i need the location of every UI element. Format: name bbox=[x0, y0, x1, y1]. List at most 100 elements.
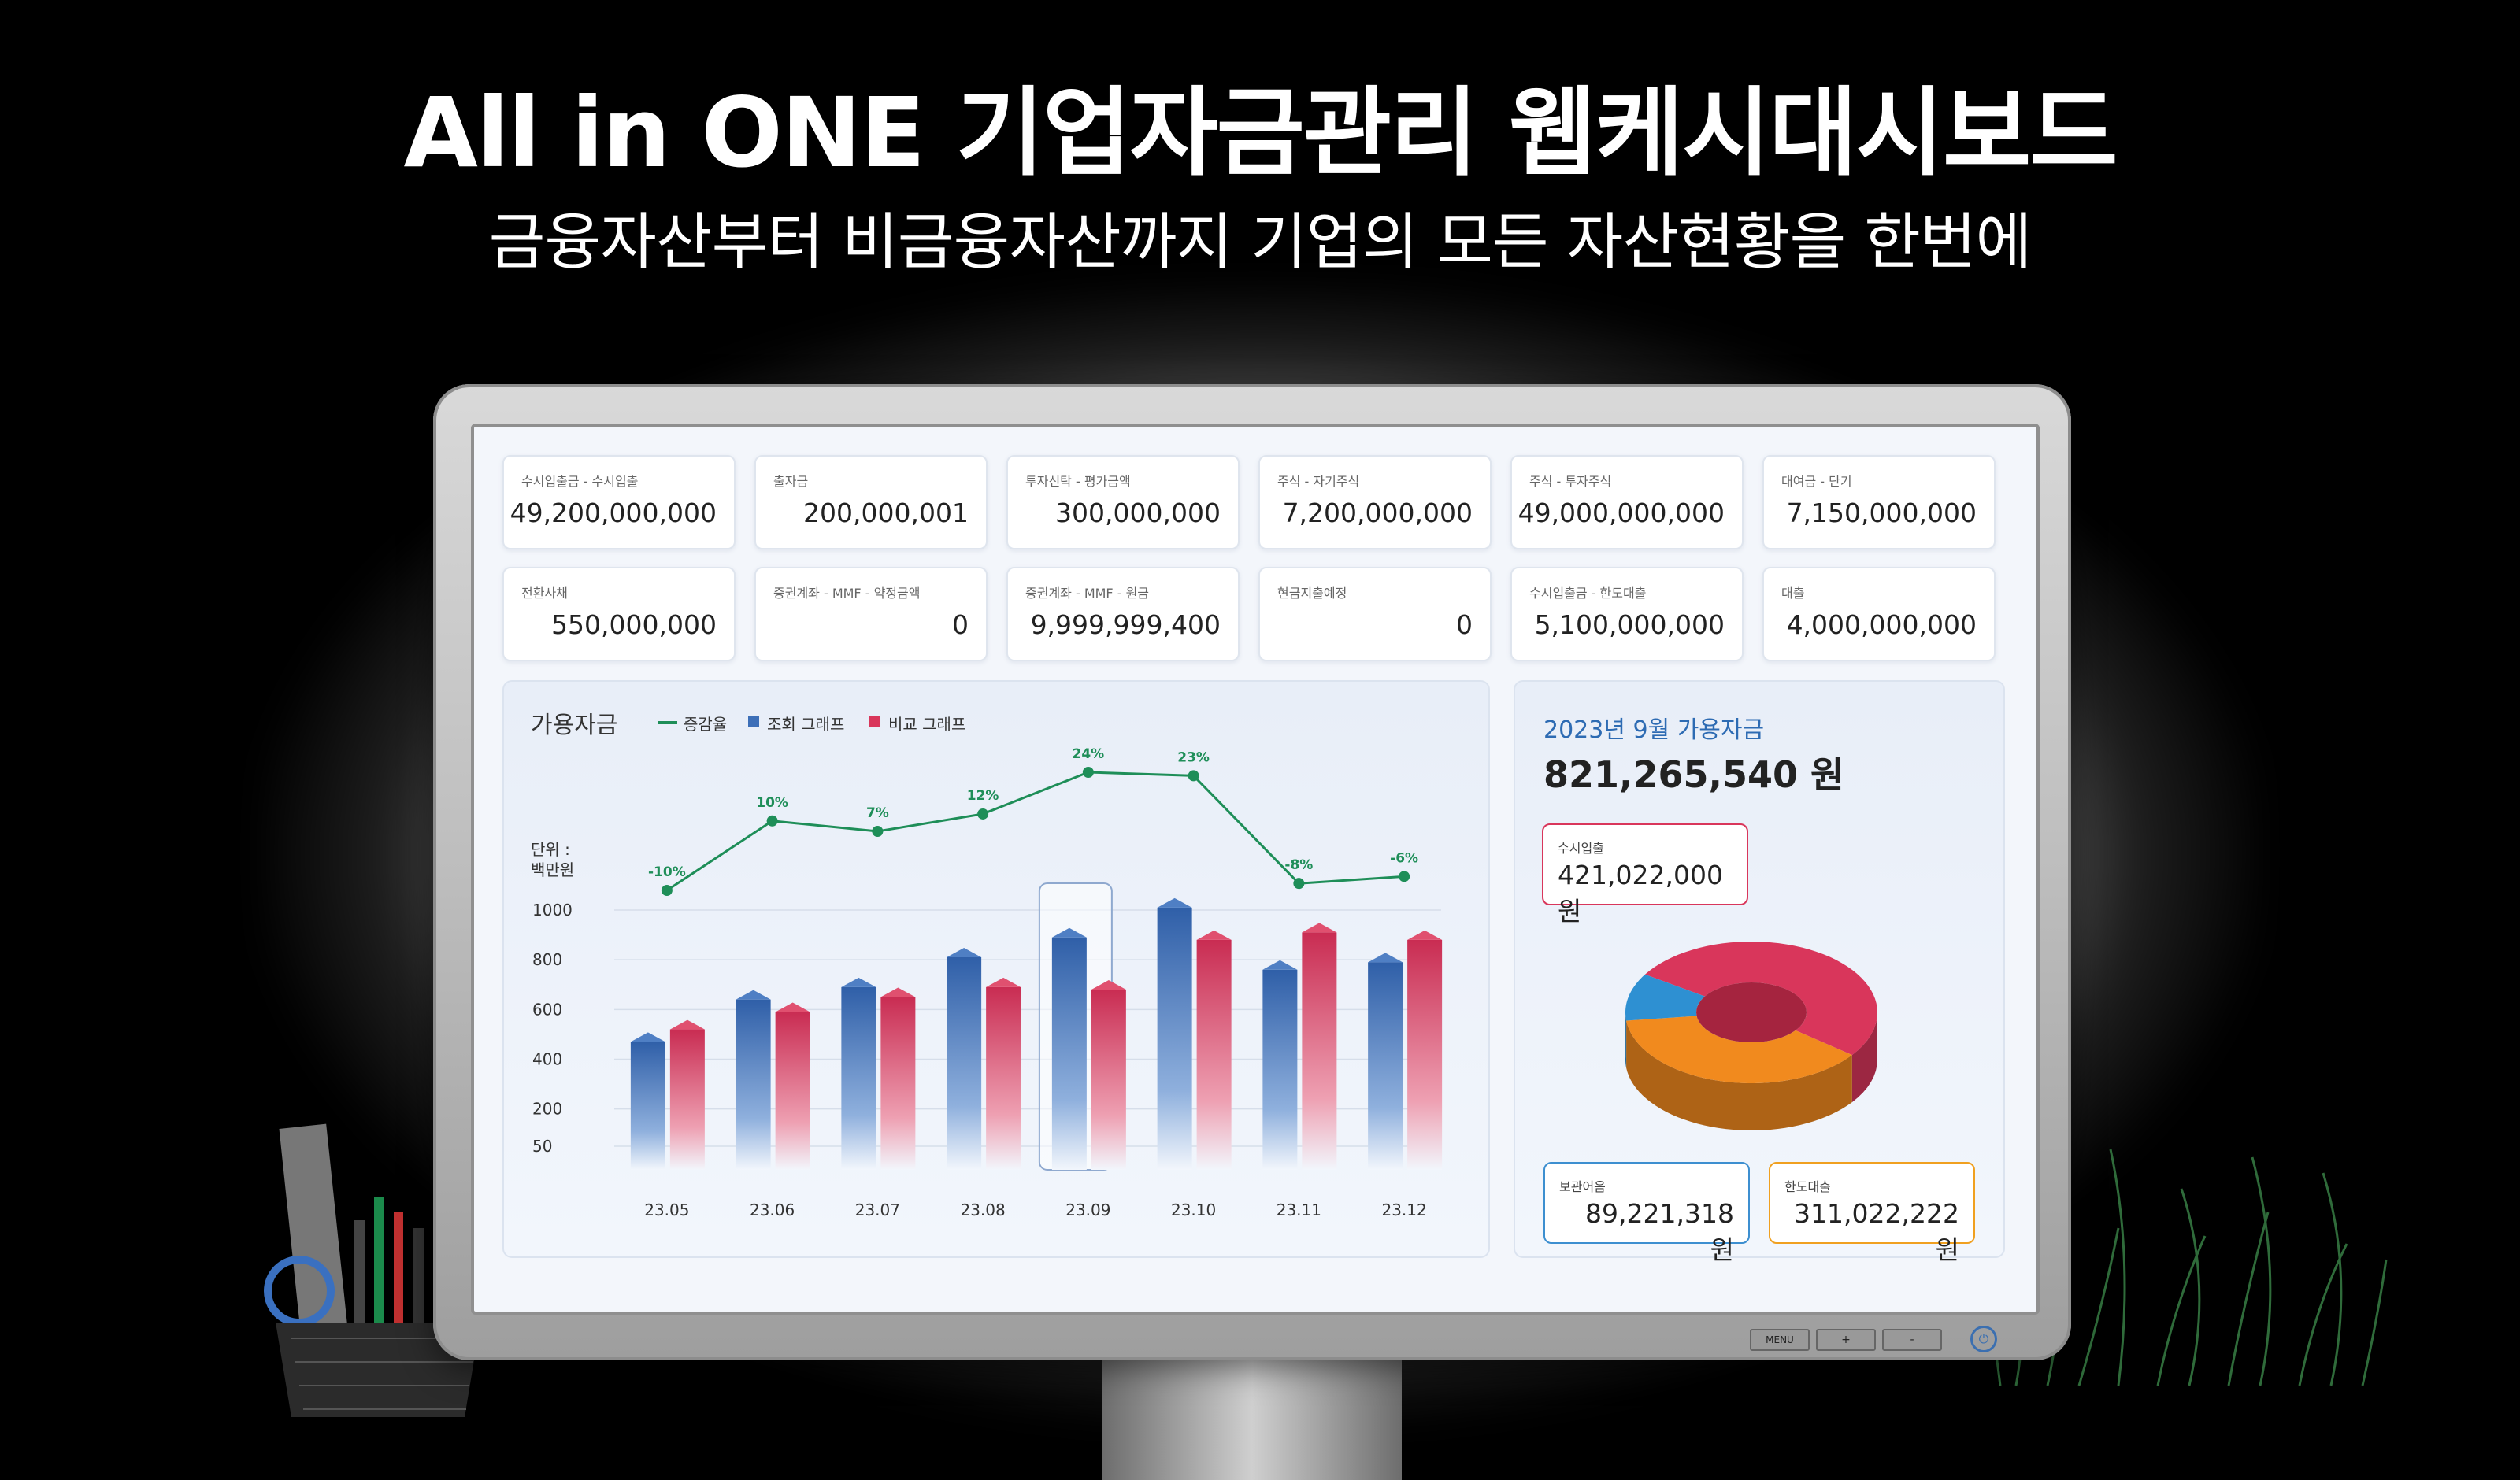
rate-point bbox=[766, 815, 778, 827]
bar-compare-cap bbox=[1407, 930, 1443, 940]
kpi-card[interactable]: 대출 4,000,000,000 bbox=[1762, 567, 1996, 661]
bar-compare bbox=[986, 986, 1021, 1170]
rate-label: 10% bbox=[756, 795, 788, 811]
bar-query bbox=[630, 1042, 665, 1170]
x-tick-label: 23.06 bbox=[750, 1201, 795, 1219]
bar-compare bbox=[1196, 939, 1232, 1170]
legend-compare[interactable]: 비교 그래프 bbox=[888, 715, 966, 734]
bar-compare-cap bbox=[669, 1019, 705, 1030]
kpi-card[interactable]: 주식 - 자기주식 7,200,000,000 bbox=[1258, 455, 1492, 549]
bar-line-chart: 1000 800 600 400 200 50 23.05 23.06 23.07 23.08 23… bbox=[532, 746, 1443, 1219]
query-legend-icon bbox=[748, 716, 759, 727]
kpi-value: 7,150,000,000 bbox=[1786, 498, 1977, 528]
kpi-label: 출자금 bbox=[773, 474, 809, 489]
bar-compare-cap bbox=[1196, 930, 1232, 940]
monitor-plus-button[interactable]: + bbox=[1816, 1329, 1876, 1351]
kpi-value: 49,200,000,000 bbox=[510, 498, 717, 528]
donut-slice[interactable] bbox=[1644, 942, 1877, 1056]
bar-query bbox=[1157, 907, 1192, 1170]
power-icon[interactable]: ⏻ bbox=[1970, 1326, 1997, 1352]
monthly-summary-panel: 2023년 9월 가용자금 821,265,540 원 수시입출 421,022… bbox=[1514, 680, 2005, 1265]
kpi-value: 4,000,000,000 bbox=[1786, 609, 1977, 640]
bar-compare-cap bbox=[1091, 980, 1126, 990]
kpi-card[interactable]: 현금지출예정 0 bbox=[1258, 567, 1492, 661]
rate-label: 12% bbox=[967, 788, 999, 804]
rate-point bbox=[1293, 878, 1305, 890]
rate-point bbox=[661, 885, 673, 896]
bar-compare-cap bbox=[775, 1002, 810, 1012]
unit-line-2: 백만원 bbox=[531, 860, 575, 879]
card-label: 수시입출 bbox=[1558, 841, 1604, 856]
monitor-frame: 수시입출금 - 수시입출 49,200,000,000 출자금 200,000,001… bbox=[433, 384, 2071, 1360]
kpi-card[interactable]: 주식 - 투자주식 49,000,000,000 bbox=[1510, 455, 1744, 549]
bar-query-cap bbox=[841, 977, 876, 987]
bar-query bbox=[947, 957, 982, 1170]
rate-label: -10% bbox=[648, 864, 686, 880]
kpi-label: 투자신탁 - 평가금액 bbox=[1025, 474, 1131, 489]
card-value: 421,022,000 원 bbox=[1558, 860, 1723, 927]
chart-unit-label: 단위 : 백만원 bbox=[531, 839, 574, 880]
kpi-value: 0 bbox=[1456, 609, 1473, 640]
kpi-value: 300,000,000 bbox=[1055, 498, 1221, 528]
bar-query bbox=[841, 986, 876, 1170]
monitor-minus-button[interactable]: - bbox=[1882, 1329, 1942, 1351]
kpi-value: 550,000,000 bbox=[551, 609, 717, 640]
monitor-menu-button[interactable]: MENU bbox=[1750, 1329, 1810, 1351]
summary-title: 2023년 9월 가용자금 bbox=[1544, 716, 1765, 744]
rate-point bbox=[1399, 871, 1410, 882]
summary-card-demand-deposit[interactable]: 수시입출 421,022,000 원 bbox=[1542, 823, 1748, 927]
rate-line bbox=[666, 771, 1405, 892]
rate-point bbox=[1082, 767, 1094, 778]
summary-card-credit-line[interactable]: 한도대출 311,022,222 원 bbox=[1769, 1162, 1975, 1265]
x-tick-label: 23.09 bbox=[1065, 1201, 1110, 1219]
kpi-card[interactable]: 수시입출금 - 한도대출 5,100,000,000 bbox=[1510, 567, 1744, 661]
kpi-card[interactable]: 증권계좌 - MMF - 약정금액 0 bbox=[754, 567, 988, 661]
rate-point bbox=[977, 808, 989, 820]
bar-query bbox=[1051, 937, 1087, 1170]
y-tick-label: 200 bbox=[532, 1100, 562, 1119]
kpi-value: 200,000,001 bbox=[803, 498, 969, 528]
bar-compare-cap bbox=[1302, 923, 1337, 933]
kpi-card[interactable]: 투자신탁 - 평가금액 300,000,000 bbox=[1006, 455, 1240, 549]
card-label: 보관어음 bbox=[1559, 1179, 1606, 1194]
kpi-label: 주식 - 투자주식 bbox=[1529, 474, 1612, 489]
donut-slice[interactable] bbox=[1626, 1016, 1852, 1083]
x-tick-label: 23.12 bbox=[1381, 1201, 1426, 1219]
summary-card-stored-bills[interactable]: 보관어음 89,221,318 원 bbox=[1544, 1162, 1750, 1265]
summary-total: 821,265,540 원 bbox=[1544, 753, 1844, 796]
donut-side-slice bbox=[1851, 1012, 1877, 1103]
y-tick-label: 1000 bbox=[532, 901, 573, 919]
kpi-label: 대출 bbox=[1781, 586, 1805, 601]
bar-query-cap bbox=[1262, 960, 1298, 970]
kpi-label: 수시입출금 - 한도대출 bbox=[1529, 586, 1647, 601]
bar-compare bbox=[1302, 932, 1337, 1170]
bar-query-cap bbox=[947, 948, 982, 957]
bar-compare bbox=[669, 1029, 705, 1170]
kpi-label: 증권계좌 - MMF - 원금 bbox=[1025, 586, 1150, 601]
kpi-value: 5,100,000,000 bbox=[1534, 609, 1725, 640]
kpi-card[interactable]: 증권계좌 - MMF - 원금 9,999,999,400 bbox=[1006, 567, 1240, 661]
kpi-card[interactable]: 대여금 - 단기 7,150,000,000 bbox=[1762, 455, 1996, 549]
y-tick-label: 600 bbox=[532, 1000, 562, 1019]
legend-rate[interactable]: 증감율 bbox=[684, 715, 728, 734]
bar-compare bbox=[880, 997, 916, 1170]
unit-line-1: 단위 : bbox=[531, 840, 570, 859]
legend-query[interactable]: 조회 그래프 bbox=[767, 715, 845, 734]
kpi-label: 증권계좌 - MMF - 약정금액 bbox=[773, 586, 921, 601]
y-tick-label: 800 bbox=[532, 950, 562, 969]
kpi-label: 주식 - 자기주식 bbox=[1277, 474, 1360, 489]
rate-label: 23% bbox=[1177, 749, 1210, 765]
kpi-card[interactable]: 전환사채 550,000,000 bbox=[502, 567, 736, 661]
available-funds-chart-panel: 가용자금 증감율 조회 그래프 비교 그래프 단위 : 백만원 1000 800 6… bbox=[502, 680, 1490, 1258]
bar-query bbox=[1368, 962, 1403, 1170]
page-subheadline: 금융자산부터 비금융자산까지 기업의 모든 자산현황을 한번에 bbox=[488, 207, 2033, 278]
kpi-card[interactable]: 수시입출금 - 수시입출 49,200,000,000 bbox=[502, 455, 736, 549]
x-tick-label: 23.08 bbox=[960, 1201, 1005, 1219]
donut-hole bbox=[1696, 982, 1807, 1042]
rate-point bbox=[1188, 770, 1199, 782]
rate-label: -6% bbox=[1390, 850, 1418, 866]
bar-compare-cap bbox=[986, 977, 1021, 987]
bar-query bbox=[1262, 969, 1298, 1170]
kpi-card[interactable]: 출자금 200,000,001 bbox=[754, 455, 988, 549]
donut-slice[interactable] bbox=[1625, 974, 1705, 1021]
